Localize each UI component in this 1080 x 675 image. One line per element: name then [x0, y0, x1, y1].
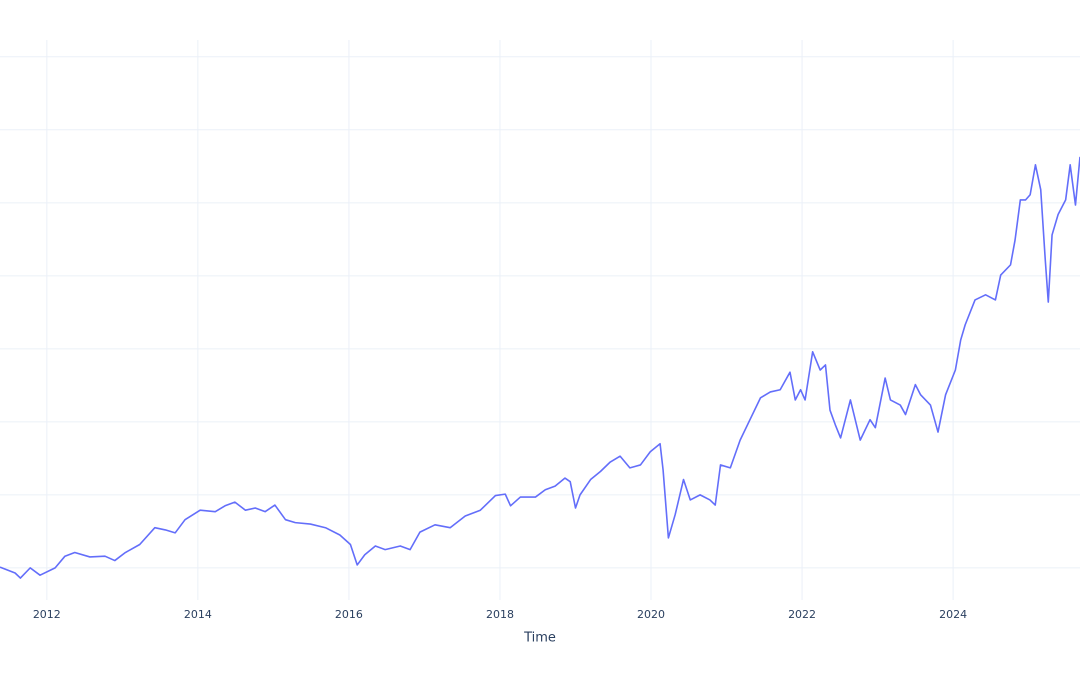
x-axis-title: Time: [523, 631, 556, 646]
x-tick-label: 2022: [788, 608, 816, 621]
x-tick-label: 2014: [184, 608, 212, 621]
x-tick-label: 2020: [637, 608, 665, 621]
x-tick-label: 2016: [335, 608, 363, 621]
line: [0, 156, 1080, 579]
x-tick-label: 2024: [939, 608, 967, 621]
x-tick-label: 2018: [486, 608, 514, 621]
x-tick-label: 2012: [33, 608, 61, 621]
